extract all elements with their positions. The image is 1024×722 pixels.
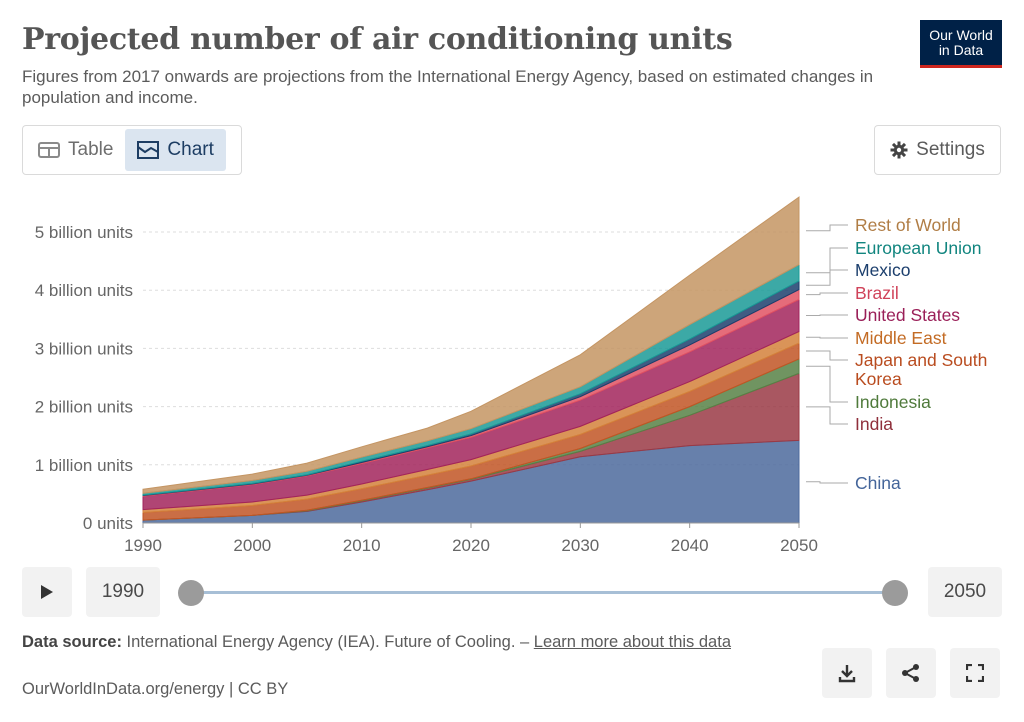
tab-chart[interactable]: Chart [125, 129, 226, 171]
legend-connector [806, 224, 848, 232]
share-button[interactable] [886, 648, 936, 698]
legend-connector [806, 365, 848, 403]
legend-connector [806, 350, 848, 361]
legend-label[interactable]: Brazil [855, 283, 899, 303]
footer-source: Data source: International Energy Agency… [22, 632, 812, 653]
source-label: Data source: [22, 633, 122, 651]
legend-label[interactable]: Mexico [855, 260, 910, 280]
table-icon [38, 142, 60, 158]
timeline-start-handle[interactable] [178, 580, 204, 606]
legend-connector [806, 292, 848, 296]
legend-label[interactable]: Rest of World [855, 215, 961, 235]
area-rest-of-world[interactable] [142, 196, 800, 494]
area-layer [142, 196, 800, 524]
x-tick-label: 2020 [452, 536, 490, 555]
timeline-start-year[interactable]: 1990 [86, 567, 160, 617]
source-text: International Energy Agency (IEA). Futur… [126, 633, 530, 651]
legend-label[interactable]: India [855, 414, 893, 434]
y-tick-label: 1 billion units [35, 456, 133, 475]
legend-label[interactable]: Japan and South [855, 350, 987, 370]
legend-label[interactable]: Indonesia [855, 392, 931, 412]
legend-connector [806, 247, 848, 274]
gear-icon [890, 141, 908, 159]
learn-more-link[interactable]: Learn more about this data [533, 633, 731, 651]
stacked-area-chart: 0 units 1 billion units 2 billion units 3 b… [35, 196, 987, 555]
x-tick-label: 2050 [780, 536, 818, 555]
chart-subtitle: Figures from 2017 onwards are projection… [22, 67, 874, 107]
legend-label-continued[interactable]: Korea [855, 369, 902, 389]
attribution: OurWorldInData.org/energy | CC BY [22, 680, 289, 698]
x-tick-label: 2030 [561, 536, 599, 555]
legend-label[interactable]: Middle East [855, 328, 947, 348]
view-tabs: Table Chart [22, 125, 242, 175]
settings-label: Settings [916, 139, 985, 160]
axis-layer: 0 units 1 billion units 2 billion units 3 b… [35, 223, 818, 555]
play-icon [41, 585, 53, 599]
legend-connector [806, 314, 848, 316]
y-tick-label: 5 billion units [35, 223, 133, 242]
timeline-end-handle[interactable] [882, 580, 908, 606]
chart-icon [137, 141, 160, 159]
chart-title: Projected number of air conditioning uni… [22, 22, 733, 57]
legend-label[interactable]: United States [855, 305, 960, 325]
x-tick-label: 2040 [671, 536, 709, 555]
download-button[interactable] [822, 648, 872, 698]
logo-line-1: Our World [929, 27, 993, 43]
x-tick-label: 2010 [343, 536, 381, 555]
owid-logo[interactable]: Our World in Data [920, 20, 1002, 68]
y-tick-label: 3 billion units [35, 339, 133, 358]
y-tick-label: 4 billion units [35, 281, 133, 300]
legend-connector [806, 336, 848, 339]
legend-connector [806, 481, 848, 484]
logo-line-2: in Data [938, 42, 984, 58]
settings-button[interactable]: Settings [874, 125, 1001, 175]
download-icon [838, 665, 856, 683]
timeline-track[interactable] [191, 591, 895, 594]
tab-chart-label: Chart [167, 139, 214, 160]
tab-table-label: Table [68, 139, 114, 160]
fullscreen-icon [966, 664, 984, 682]
timeline-end-year[interactable]: 2050 [928, 567, 1002, 617]
legend-label[interactable]: European Union [855, 238, 981, 258]
x-tick-label: 2000 [233, 536, 271, 555]
tab-table[interactable]: Table [26, 129, 125, 171]
y-tick-label: 2 billion units [35, 398, 133, 417]
fullscreen-button[interactable] [950, 648, 1000, 698]
legend-label[interactable]: China [855, 473, 901, 493]
x-tick-label: 1990 [124, 536, 162, 555]
share-icon [902, 664, 919, 682]
play-button[interactable] [22, 567, 72, 617]
legend-connector [806, 269, 848, 286]
y-tick-label: 0 units [83, 514, 133, 533]
legend-connector [806, 406, 848, 425]
